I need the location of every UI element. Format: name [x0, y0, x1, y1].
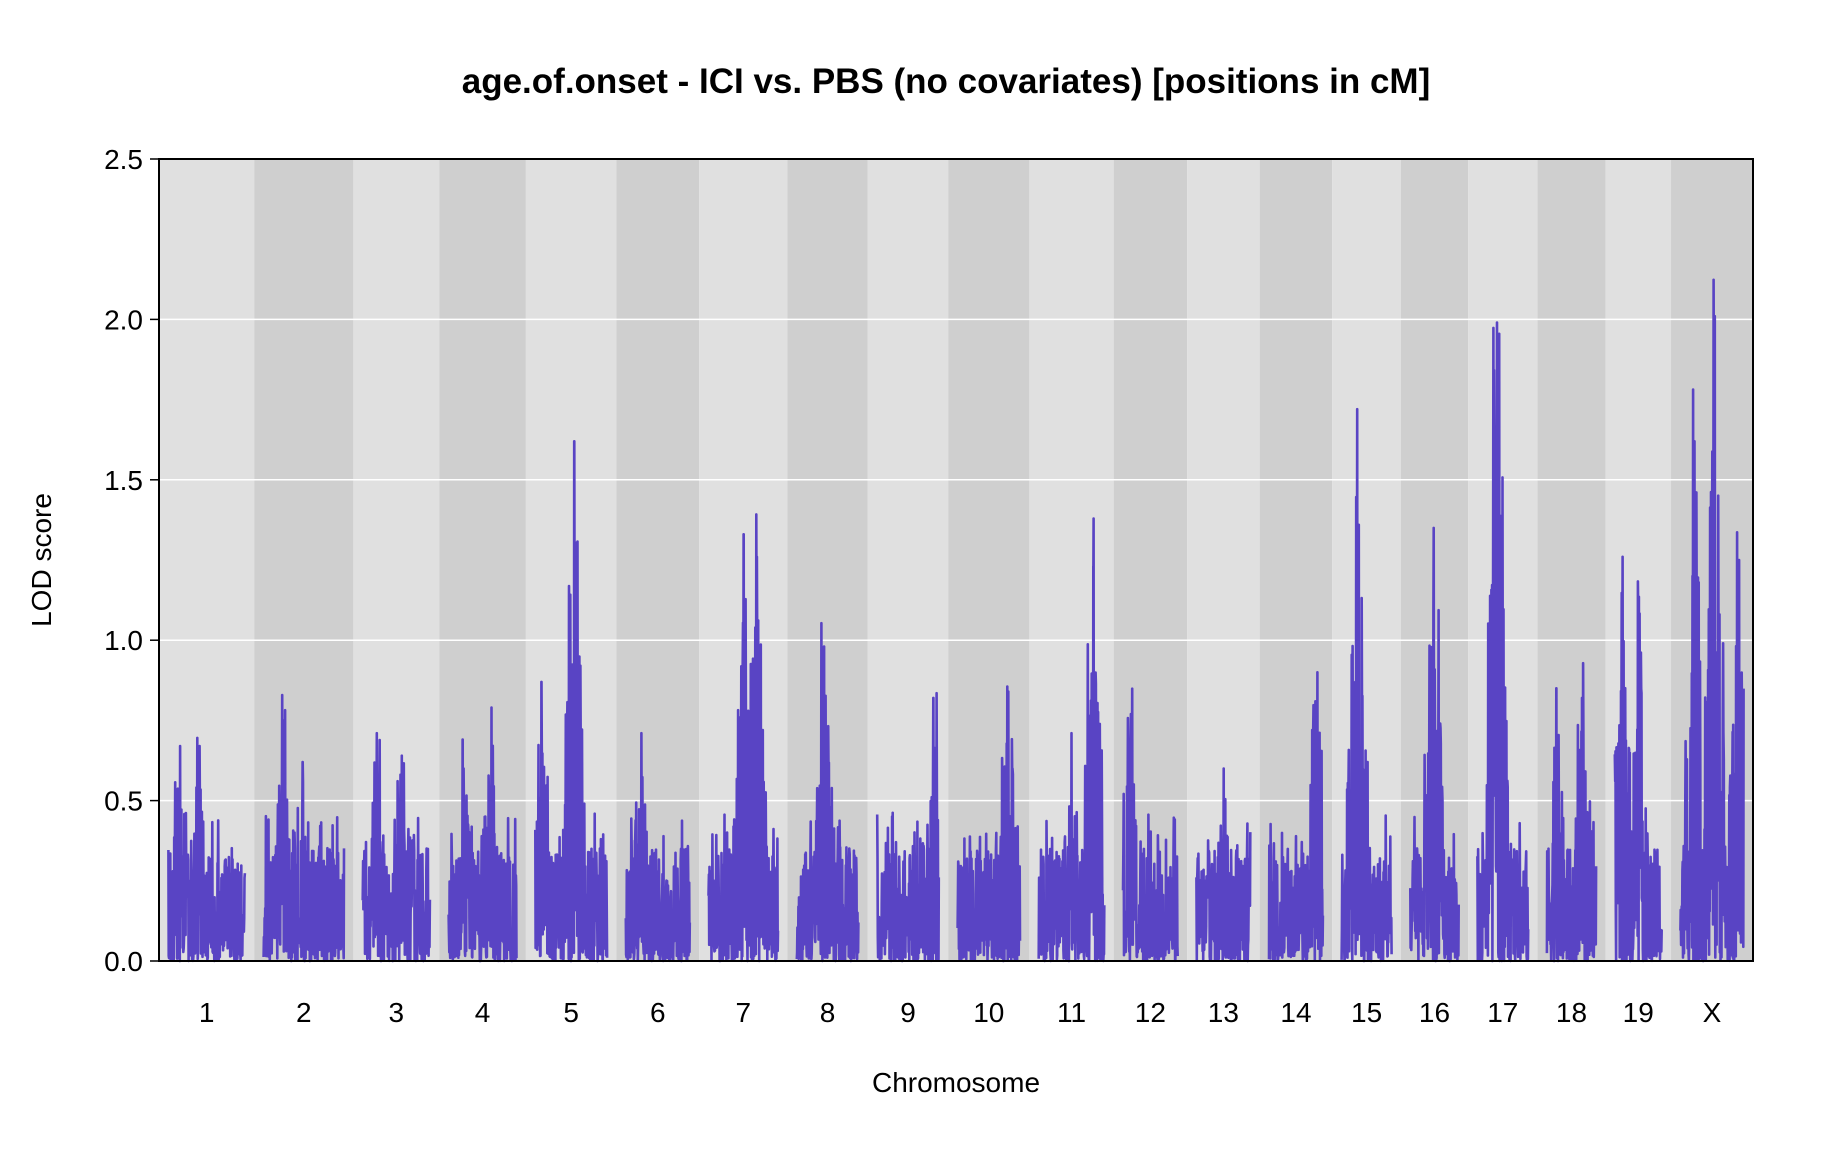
lod-curve — [167, 278, 1745, 963]
x-tick-label: 9 — [900, 997, 916, 1028]
y-tick-label: 1.0 — [104, 625, 143, 656]
x-tick-label: 12 — [1135, 997, 1166, 1028]
x-tick-label: 11 — [1057, 997, 1086, 1028]
x-tick-label: 1 — [199, 997, 215, 1028]
x-tick-label: 17 — [1487, 997, 1518, 1028]
x-axis-label: Chromosome — [872, 1067, 1040, 1098]
x-tick-label: 13 — [1208, 997, 1239, 1028]
chart-title: age.of.onset - ICI vs. PBS (no covariate… — [462, 62, 1430, 101]
lod-trace-chr-8 — [795, 621, 860, 963]
lod-trace-chr-17 — [1476, 321, 1530, 963]
x-tick-label: 7 — [735, 997, 751, 1028]
x-tick-label: 8 — [820, 997, 836, 1028]
x-tick-label: 10 — [973, 997, 1004, 1028]
lod-trace-chr-15 — [1340, 407, 1393, 963]
x-tick-label: 15 — [1351, 997, 1382, 1028]
y-tick-label: 1.5 — [104, 465, 143, 496]
x-tick-label: 18 — [1556, 997, 1587, 1028]
lod-trace-chr-3 — [361, 731, 432, 963]
y-axis-label: LOD score — [26, 493, 57, 627]
x-tick-label: 16 — [1419, 997, 1450, 1028]
x-tick-label: 5 — [563, 997, 579, 1028]
lod-trace-chr-19 — [1613, 555, 1663, 963]
x-tick-label: 14 — [1280, 997, 1311, 1028]
lod-trace-chr-1 — [167, 736, 247, 963]
chromosome-band-18 — [1537, 159, 1606, 961]
chromosome-band-4 — [439, 159, 526, 961]
lod-trace-chr-4 — [447, 706, 518, 963]
y-tick-label: 2.5 — [104, 144, 143, 175]
lod-trace-chr-11 — [1037, 517, 1106, 963]
x-axis-ticks: 1 2 3 4 5 6 7 8 9 10 11 12 13 14 15 16 17 18 19 X — [199, 997, 1722, 1028]
lod-trace-chr-16 — [1409, 526, 1460, 963]
x-tick-label: 19 — [1623, 997, 1654, 1028]
lod-trace-chr-12 — [1121, 687, 1179, 963]
chromosome-band-6 — [616, 159, 700, 961]
lod-trace-chr-6 — [624, 731, 692, 963]
x-tick-label: 4 — [475, 997, 491, 1028]
y-tick-label: 0.5 — [104, 786, 143, 817]
lod-trace-chr-5 — [534, 440, 609, 963]
x-tick-label: 3 — [389, 997, 405, 1028]
lod-trace-chr-13 — [1195, 767, 1252, 963]
lod-trace-chr-18 — [1545, 661, 1598, 963]
lod-trace-chr-10 — [956, 685, 1022, 963]
lod-trace-chr-2 — [262, 693, 346, 963]
lod-trace-chr-X — [1679, 278, 1745, 963]
lod-trace-chr-14 — [1267, 671, 1325, 962]
lod-trace-chr-7 — [707, 513, 780, 963]
y-tick-label: 0.0 — [104, 946, 143, 977]
x-tick-label: 2 — [296, 997, 312, 1028]
y-axis-ticks: 0.0 0.5 1.0 1.5 2.0 2.5 — [104, 144, 159, 977]
x-tick-label: X — [1703, 997, 1722, 1028]
plot-frame — [158, 158, 1754, 962]
x-tick-label: 6 — [650, 997, 666, 1028]
y-tick-label: 2.0 — [104, 304, 143, 335]
